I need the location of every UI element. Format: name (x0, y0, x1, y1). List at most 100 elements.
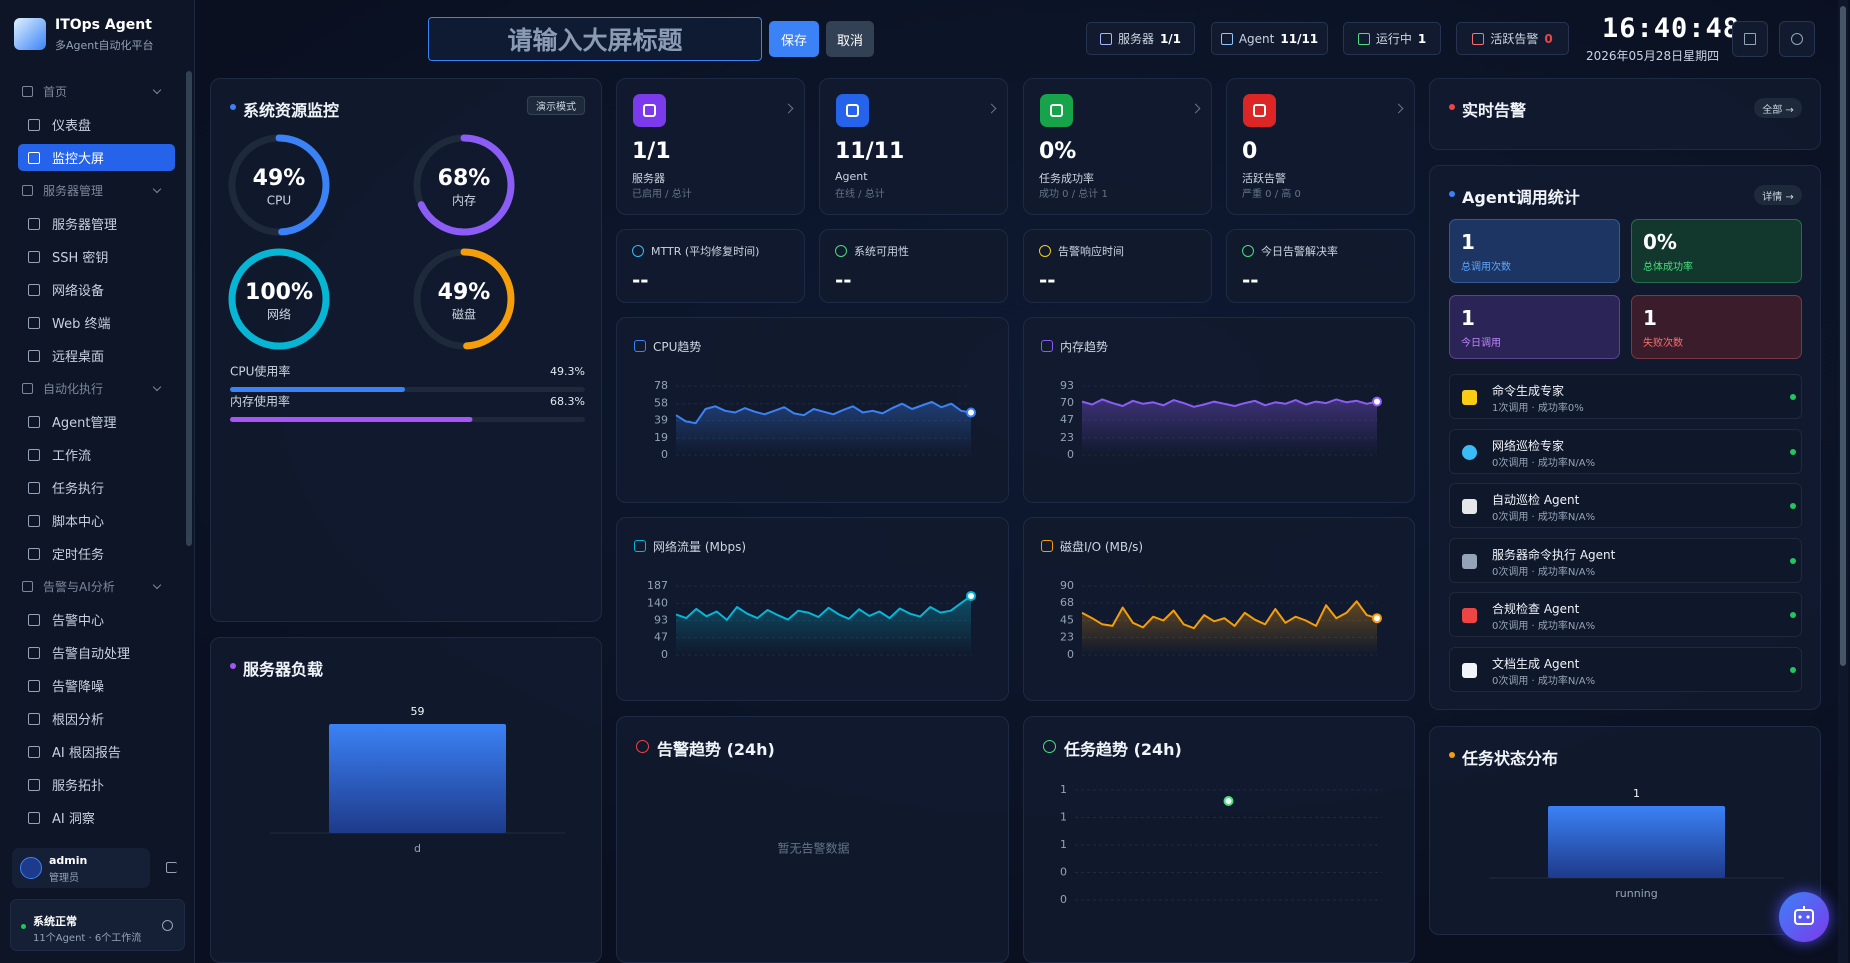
menu-section[interactable]: 告警与AI分析 (0, 570, 186, 603)
status-badge[interactable]: 服务器 1/1 (1086, 22, 1195, 55)
item-label: Web 终端 (52, 317, 111, 332)
section-title: 首页 (43, 85, 68, 99)
agent-stat-label: 总调用次数 (1461, 262, 1511, 273)
item-icon (28, 514, 40, 527)
save-button[interactable]: 保存 (769, 21, 819, 57)
agent-stat-value: 0% (1643, 230, 1677, 254)
agent-icon (1462, 608, 1477, 624)
menu-item[interactable]: 定时任务 (0, 537, 186, 570)
badge-value: 0 (1544, 31, 1553, 46)
menu-item[interactable]: Web 终端 (0, 306, 186, 339)
status-badge[interactable]: Agent 11/11 (1211, 22, 1328, 55)
settings-icon[interactable] (162, 920, 173, 931)
title-dot (1449, 752, 1455, 758)
item-label: 告警降噪 (52, 680, 105, 695)
menu-item[interactable]: 服务器管理 (0, 207, 186, 240)
stat-card[interactable]: 0 活跃告警 严重 0 / 高 0 (1226, 78, 1415, 215)
menu-item[interactable]: SSH 密钥 (0, 240, 186, 273)
item-icon (28, 448, 40, 461)
menu-item-inner: AI 根因报告 (18, 738, 175, 765)
menu-section[interactable]: 自动化执行 (0, 372, 186, 405)
menu-section[interactable]: 首页 (0, 75, 186, 108)
logout-icon[interactable] (166, 862, 177, 873)
title-input[interactable]: 请输入大屏标题 (428, 17, 762, 61)
menu-item[interactable]: AI 洞察 (0, 801, 186, 834)
cancel-button[interactable]: 取消 (826, 21, 874, 57)
gauge-arc (228, 134, 330, 236)
metric-icon (835, 245, 847, 257)
menu-item[interactable]: Agent管理 (0, 405, 186, 438)
all-link[interactable]: 全部 → (1754, 98, 1802, 118)
menu-item[interactable]: 网络设备 (0, 273, 186, 306)
y-tick-label: 0 (1067, 448, 1074, 461)
item-icon (28, 151, 40, 164)
status-badge[interactable]: 活跃告警 0 (1456, 22, 1569, 55)
icon-glyph (846, 104, 859, 117)
agent-stat: 1 今日调用 (1449, 295, 1620, 359)
menu-item[interactable]: 告警降噪 (0, 669, 186, 702)
chart: 0 0 1 1 1 (1060, 783, 1382, 906)
stat-card[interactable]: 0% 任务成功率 成功 0 / 总计 1 (1023, 78, 1212, 215)
clock-time: 16:40:48 (1602, 13, 1741, 44)
x-tick-label: d (414, 842, 421, 855)
item-label: 服务器管理 (52, 218, 118, 233)
section-icon (22, 86, 33, 97)
chart: 0 47 93 140 187 (647, 579, 976, 661)
refresh-button[interactable] (1779, 21, 1815, 57)
chart-panel: 告警趋势 (24h) 暂无告警数据 (616, 716, 1009, 963)
menu-item-inner: SSH 密钥 (18, 243, 175, 270)
menu-item[interactable]: 脚本中心 (0, 504, 186, 537)
button-icon (1744, 33, 1756, 45)
stat-card[interactable]: 1/1 服务器 已启用 / 总计 (616, 78, 805, 215)
menu-item[interactable]: 工作流 (0, 438, 186, 471)
y-tick-label: 90 (1060, 579, 1074, 592)
y-tick-label: 0 (661, 448, 668, 461)
status-badge[interactable]: 运行中 1 (1343, 22, 1441, 55)
assistant-icon (1794, 906, 1814, 925)
series-line (1081, 600, 1378, 630)
item-icon (28, 415, 40, 428)
stat-card[interactable]: 11/11 Agent 在线 / 总计 (819, 78, 1008, 215)
agent-row: 网络巡检专家 0次调用 · 成功率N/A% (1449, 428, 1802, 474)
series-line (675, 595, 972, 621)
fullscreen-button[interactable] (1732, 21, 1768, 57)
scrollbar (186, 71, 192, 546)
menu-item[interactable]: 服务拓扑 (0, 768, 186, 801)
detail-link[interactable]: 详情 → (1754, 185, 1802, 205)
menu-item[interactable]: 告警自动处理 (0, 636, 186, 669)
y-tick-label: 1 (1060, 783, 1067, 796)
menu-item-inner: 脚本中心 (18, 507, 175, 534)
menu-item-inner: 服务拓扑 (18, 771, 175, 798)
menu-item[interactable]: 仪表盘 (0, 108, 186, 141)
agent-detail: 1次调用 · 成功率0% (1492, 403, 1584, 414)
menu-item[interactable]: 任务执行 (0, 471, 186, 504)
stat-label: 服务器 (632, 172, 665, 185)
item-label: 定时任务 (52, 548, 105, 563)
gauge-arc (413, 134, 515, 236)
assistant-button[interactable] (1779, 892, 1829, 942)
stat-icon (1040, 94, 1073, 127)
menu-item[interactable]: AI 根因报告 (0, 735, 186, 768)
gauge-label: 磁盘 (452, 307, 476, 322)
resource-monitor: 系统资源监控 演示模式 49% CPU 68% 内存 100% 网络 49% 磁盘 CPU使用率 49… (210, 78, 602, 622)
menu-item[interactable]: 监控大屏 (0, 141, 186, 174)
chart: 暂无告警数据 (777, 841, 849, 856)
menu-section[interactable]: 服务器管理 (0, 174, 186, 207)
menu-item[interactable]: 告警中心 (0, 603, 186, 636)
chevron (152, 85, 162, 95)
y-tick-label: 58 (654, 397, 668, 410)
agent-stat: 0% 总体成功率 (1631, 219, 1802, 283)
section-title: 告警与AI分析 (43, 580, 115, 594)
gauge-value: 68% (438, 166, 491, 191)
chart-title: 网络流量 (Mbps) (653, 540, 747, 554)
y-tick-label: 19 (654, 431, 668, 444)
y-tick-label: 45 (1060, 614, 1074, 627)
stat-value: 0 (1242, 139, 1258, 164)
menu-item[interactable]: 根因分析 (0, 702, 186, 735)
y-tick-label: 23 (1060, 630, 1074, 643)
chevron (152, 580, 162, 590)
menu-item-inner: 网络设备 (18, 276, 175, 303)
metric-value: -- (632, 268, 649, 292)
chart-panel: 任务状态分布 1 running (1429, 726, 1821, 935)
menu-item[interactable]: 远程桌面 (0, 339, 186, 372)
